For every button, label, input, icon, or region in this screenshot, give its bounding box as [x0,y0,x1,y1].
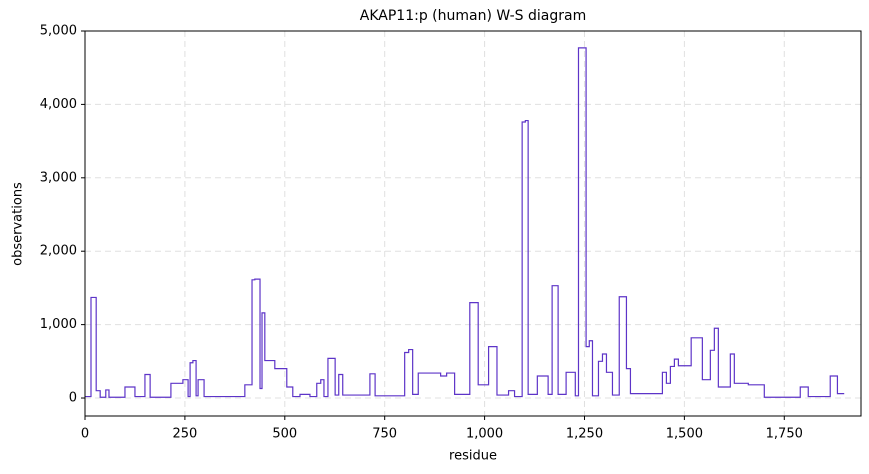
y-tick-label: 2,000 [40,244,77,259]
data-line [85,47,845,398]
x-axis-label: residue [449,449,497,464]
y-tick-label: 3,000 [40,170,77,185]
x-tick-label: 1,250 [566,427,603,442]
y-tick-label: 0 [69,391,77,406]
x-tick-label: 500 [272,427,297,442]
chart-title: AKAP11:p (human) W-S diagram [360,8,587,24]
x-tick-label: 250 [172,427,197,442]
x-tick-label: 1,000 [466,427,503,442]
x-tick-label: 1,500 [666,427,703,442]
x-tick-label: 750 [372,427,397,442]
plot-frame [84,30,862,417]
x-tick-label: 1,750 [766,427,803,442]
y-axis-label: observations [11,182,26,266]
x-tick-label: 0 [81,427,89,442]
y-tick-label: 1,000 [40,317,77,332]
y-tick-label: 4,000 [40,97,77,112]
y-tick-label: 5,000 [40,24,77,39]
